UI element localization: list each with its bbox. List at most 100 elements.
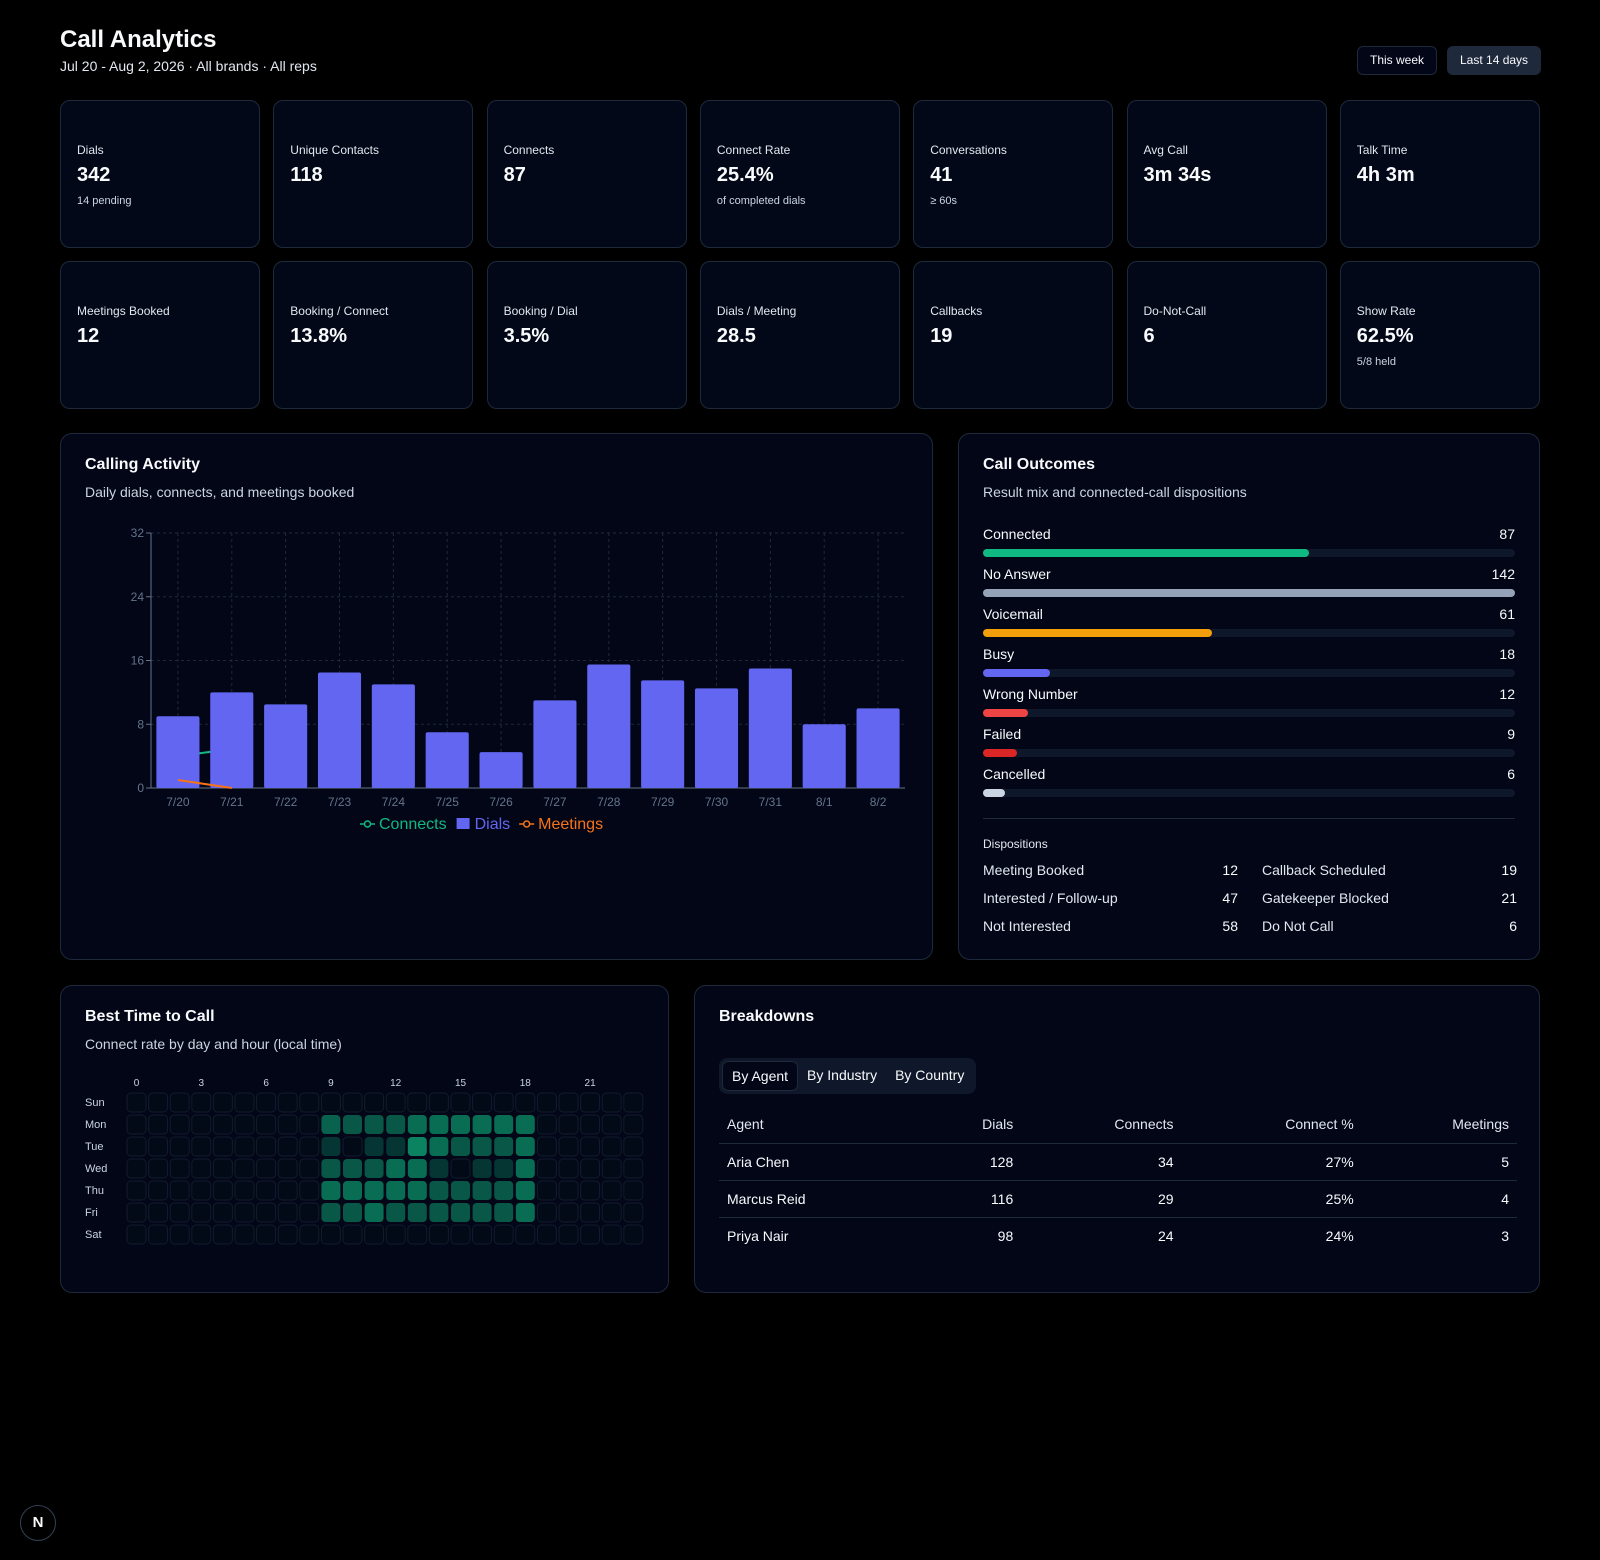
heat-cell [343,1181,362,1200]
heat-cell [212,1180,233,1201]
day-label: Sun [85,1097,105,1109]
heat-cell [212,1202,233,1223]
divider [983,818,1515,819]
tab[interactable]: By Agent [722,1061,799,1091]
x-tick-label: 7/20 [166,795,190,809]
table-cell: 128 [920,1143,1022,1181]
kpi-value: 4h 3m [1356,164,1415,186]
legend-swatch [363,820,372,828]
heat-cell [558,1202,579,1223]
heat-cell [472,1159,492,1178]
heat-cell [623,1180,644,1201]
kpi-label: Unique Contacts [290,143,380,157]
outcome-value: 61 [1499,606,1515,622]
heat-cell [580,1136,601,1157]
bar [802,724,846,788]
heat-cell [256,1180,277,1201]
outcome-value: 12 [1499,686,1515,702]
column-header: Dials [920,1106,1022,1144]
heat-cell [623,1224,644,1245]
outcome-label: Voicemail [983,606,1043,622]
panel-subtitle: Connect rate by day and hour (local time… [85,1036,342,1052]
bar [983,669,1051,677]
heat-cell [148,1158,169,1179]
heat-cell [364,1224,385,1245]
heat-cell [364,1181,384,1200]
heat-cell [472,1181,492,1200]
heat-cell [580,1114,601,1135]
bar [587,664,631,788]
heat-cell [472,1115,492,1134]
bar [641,680,685,788]
kpi-note: of completed dials [716,195,806,207]
bar [156,716,200,788]
kpi-value: 3.5% [503,325,550,347]
heat-cell [299,1158,320,1179]
table-row: Aria Chen 128 34 27% 5 [719,1143,1517,1181]
heat-cell [234,1202,255,1223]
x-tick-label: 7/22 [274,795,298,809]
hour-label: 21 [585,1078,597,1089]
heat-cell [407,1159,427,1178]
day-label: Mon [85,1119,106,1131]
range-button[interactable]: This week [1357,46,1438,75]
heat-cell [450,1092,471,1113]
legend-label: Connects [379,816,447,833]
heat-cell [234,1092,255,1113]
y-tick-label: 32 [131,526,145,540]
kpi-card: Unique Contacts 118 [273,100,474,248]
heat-cell [126,1180,147,1201]
x-tick-label: 7/21 [220,795,244,809]
table-cell: 25% [1181,1180,1362,1218]
heat-cell [126,1136,147,1157]
heat-cell [234,1136,255,1157]
heat-cell [558,1092,579,1113]
heat-cell [580,1202,601,1223]
heat-cell [321,1181,341,1200]
kpi-card: Avg Call 3m 34s [1126,100,1327,248]
heat-cell [126,1202,147,1223]
hour-label: 3 [199,1078,205,1089]
kpi-value: 118 [290,164,323,186]
kpi-value: 6 [1143,325,1155,347]
bar [983,709,1028,717]
heat-cell [256,1158,277,1179]
heat-cell [407,1137,427,1156]
disposition-value: 12 [1222,862,1238,878]
heat-cell [515,1181,535,1200]
heat-cell [558,1224,579,1245]
bar [983,589,1515,597]
x-tick-label: 7/24 [382,795,406,809]
heat-cell [407,1115,427,1134]
heat-cell [536,1158,557,1179]
heat-cell [451,1115,470,1134]
bar [264,704,308,788]
bar [210,692,254,788]
heatmap: 0 3 6 9 12 15 18 21 Sun Mon Tue Wed Thu Fri Sat [85,1078,644,1245]
heat-cell [515,1224,536,1245]
badge[interactable]: N [20,1505,56,1541]
heat-cell [321,1115,341,1134]
kpi-value: 41 [930,164,953,186]
range-button[interactable]: Last 14 days [1447,46,1542,75]
column-header: Connect % [1181,1106,1362,1144]
tab[interactable]: By Industry [807,1067,878,1083]
heat-cell [191,1224,212,1245]
heat-cell [148,1224,169,1245]
heat-cell [148,1114,169,1135]
bar-track [983,709,1515,717]
disposition-label: Gatekeeper Blocked [1262,890,1389,906]
panel-title: Breakdowns [719,1008,815,1025]
heat-cell [493,1224,514,1245]
outcome-label: Connected [983,526,1051,542]
heat-cell [277,1202,298,1223]
kpi-label: Connects [503,143,555,157]
heat-cell [126,1158,147,1179]
heat-cell [364,1115,384,1134]
tab[interactable]: By Country [895,1067,965,1083]
heat-cell [429,1181,449,1200]
bar-track [983,749,1515,757]
heat-cell [256,1224,277,1245]
panel-title: Best Time to Call [85,1008,215,1025]
